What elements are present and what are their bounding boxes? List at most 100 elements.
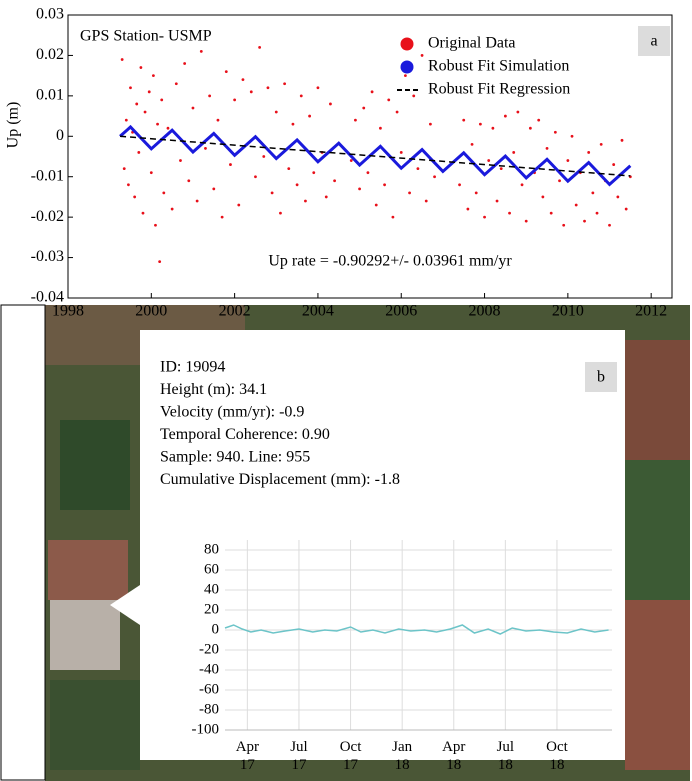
data-point [553,130,557,134]
data-point [491,126,495,130]
data-point [333,179,336,183]
data-point [512,151,516,154]
x-tick-label: 2012 [635,303,667,320]
data-point [587,151,591,154]
data-point [129,86,132,90]
data-point [254,175,257,179]
data-point [208,94,212,98]
data-point [204,147,207,150]
panel-label: b [597,369,605,386]
y-tick-label: 20 [204,601,219,617]
data-point [483,215,486,219]
data-point [537,118,541,122]
data-point [122,167,126,171]
x-tick-label: 2006 [385,303,417,320]
data-point [383,183,386,187]
panel-label-box [585,362,617,392]
data-point [612,163,616,166]
data-point [349,159,353,162]
data-point [151,74,155,78]
x-tick-label: 2000 [135,303,167,320]
fit-line [119,124,632,187]
data-point [499,167,503,171]
data-point [270,191,274,195]
data-point [528,126,532,130]
data-point [558,179,561,183]
y-tick-label: -80 [199,701,219,717]
data-point [566,159,570,162]
data-point [541,195,545,199]
data-point [395,110,399,114]
data-point [329,102,332,106]
data-point [308,114,311,118]
data-point [304,199,307,203]
y-tick-label: 0.02 [36,46,64,63]
data-point [287,167,291,171]
data-point [174,82,178,86]
info-line: ID: 19094 [160,359,225,376]
legend-marker [400,60,414,74]
data-point [562,223,566,227]
x-tick-label: Oct 18 [546,739,568,773]
y-tick-label: 0.03 [36,6,64,23]
map-patch [50,680,140,770]
data-point [549,211,553,215]
data-point [299,94,303,98]
map-patch [625,460,690,600]
x-tick-label: Jul 17 [290,739,308,773]
data-point [478,122,482,126]
x-tick-label: Apr 17 [235,739,260,773]
info-pointer [110,585,140,625]
map-patch [60,420,130,510]
data-point [170,207,174,211]
data-point [574,203,578,207]
data-point [274,110,278,114]
regression-line [120,135,631,177]
legend-label: Robust Fit Regression [428,81,570,98]
data-point [370,90,374,94]
info-line: Sample: 940. Line: 955 [160,449,310,466]
map-patch [50,600,120,670]
data-point [295,183,299,187]
y-axis-label: Up (m) [5,102,22,149]
data-point [466,207,470,211]
data-point [508,211,511,215]
data-point [149,171,153,175]
y-tick-label: -20 [199,641,219,657]
info-line: Temporal Coherence: 0.90 [160,426,330,443]
data-point [154,223,157,227]
data-point [416,167,420,171]
chart-title: GPS Station- USMP [80,28,212,45]
data-point [199,49,203,53]
data-point [570,134,574,138]
data-point [312,171,316,175]
data-point [624,207,628,211]
legend-label: Original Data [428,35,516,52]
data-point [503,114,507,118]
series-line [224,624,609,635]
data-point [126,183,130,187]
data-point [220,215,224,219]
data-point [158,260,162,264]
data-point [429,122,432,126]
data-point [179,159,182,162]
y-tick-label: -0.03 [31,248,64,265]
x-tick-label: 2002 [219,303,251,320]
data-point [545,147,549,150]
data-point [156,122,159,126]
data-point [160,98,164,102]
data-point [233,98,237,102]
y-tick-label: 0 [56,127,64,144]
data-point [366,171,370,175]
info-line: Height (m): 34.1 [160,381,267,398]
data-point [616,195,620,199]
data-point [139,66,143,69]
x-tick-label: 2008 [469,303,501,320]
data-point [262,155,266,158]
info-line: Velocity (mm/yr): -0.9 [160,404,304,421]
y-tick-label: -0.04 [31,289,64,306]
info-box [140,330,625,760]
legend-label: Robust Fit Simulation [428,58,569,75]
data-point [258,45,262,49]
